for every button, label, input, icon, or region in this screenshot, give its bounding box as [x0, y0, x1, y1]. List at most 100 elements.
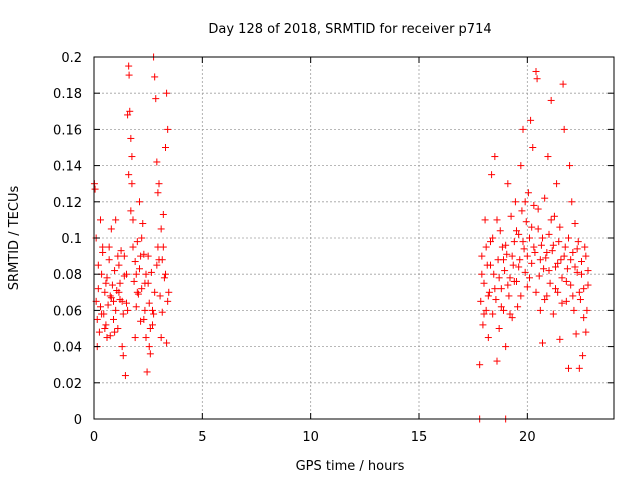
- data-point: [502, 241, 510, 249]
- data-point: [508, 252, 516, 260]
- data-point: [137, 317, 145, 325]
- data-point: [522, 218, 530, 226]
- data-point: [540, 265, 548, 273]
- data-point: [158, 256, 166, 264]
- data-point: [112, 216, 120, 224]
- data-point: [545, 267, 553, 275]
- x-tick-label: 20: [519, 430, 536, 445]
- data-point: [154, 189, 162, 197]
- data-point: [154, 243, 162, 251]
- data-point: [115, 288, 123, 296]
- data-point: [560, 252, 568, 260]
- data-point: [163, 89, 171, 97]
- data-point: [105, 243, 113, 251]
- data-point: [153, 261, 161, 269]
- data-point: [123, 299, 130, 307]
- data-point: [142, 334, 150, 342]
- data-point: [530, 243, 538, 251]
- data-point: [107, 294, 115, 302]
- data-point: [134, 290, 142, 298]
- data-point: [480, 279, 488, 287]
- data-point: [580, 314, 588, 322]
- data-point: [489, 234, 497, 242]
- y-tick-label: 0.08: [53, 268, 82, 283]
- data-point: [556, 223, 564, 231]
- data-point: [149, 321, 156, 329]
- data-point: [558, 299, 566, 307]
- data-point: [561, 243, 569, 251]
- data-point: [150, 310, 158, 318]
- data-point: [519, 238, 527, 246]
- data-point: [537, 241, 545, 249]
- data-point: [495, 274, 503, 282]
- data-point: [575, 288, 583, 296]
- data-point: [106, 332, 114, 340]
- data-point: [164, 297, 172, 305]
- data-point: [526, 274, 533, 282]
- data-point: [490, 270, 498, 278]
- data-point: [129, 216, 137, 224]
- data-point: [497, 285, 505, 293]
- data-point: [116, 279, 124, 287]
- data-point: [125, 71, 133, 79]
- data-point: [491, 153, 499, 161]
- data-point: [495, 325, 503, 332]
- y-tick-label: 0.02: [53, 377, 82, 392]
- data-point: [542, 254, 550, 262]
- y-tick-label: 0.04: [53, 341, 82, 356]
- data-point: [151, 288, 159, 296]
- data-point: [497, 303, 505, 311]
- data-point: [573, 268, 581, 276]
- data-point: [534, 205, 542, 213]
- data-point: [98, 310, 106, 318]
- data-point: [546, 279, 554, 287]
- data-point: [145, 299, 153, 307]
- data-point: [580, 285, 588, 293]
- data-point: [565, 364, 572, 372]
- data-point: [511, 198, 519, 206]
- data-point: [102, 279, 110, 287]
- data-point: [547, 216, 555, 224]
- data-point: [97, 216, 104, 224]
- data-point: [107, 225, 115, 233]
- data-point: [566, 162, 574, 170]
- x-axis-label: GPS time / hours: [296, 459, 405, 474]
- data-point: [114, 252, 122, 260]
- data-point: [112, 306, 120, 314]
- data-point: [530, 201, 538, 209]
- data-point: [124, 111, 132, 119]
- data-point: [569, 248, 577, 256]
- data-point: [121, 372, 129, 380]
- data-point: [553, 180, 561, 188]
- data-point: [128, 180, 136, 188]
- data-point: [534, 225, 542, 233]
- data-point: [102, 321, 110, 329]
- data-point: [93, 315, 101, 323]
- data-point: [583, 306, 591, 314]
- data-point: [539, 234, 546, 242]
- data-point: [138, 234, 146, 242]
- data-point: [123, 270, 130, 278]
- data-point: [143, 368, 151, 376]
- y-tick-label: 0.1: [61, 232, 82, 247]
- data-point: [569, 292, 577, 300]
- data-point: [528, 223, 536, 231]
- data-point: [584, 267, 592, 275]
- data-point: [160, 274, 168, 282]
- y-tick-label: 0.14: [53, 160, 82, 175]
- y-tick-label: 0.16: [53, 123, 82, 138]
- data-point: [158, 308, 166, 316]
- data-point: [125, 171, 133, 179]
- y-tick-label: 0.18: [53, 87, 82, 102]
- data-point: [524, 189, 532, 197]
- data-point: [536, 306, 544, 314]
- data-point: [124, 306, 132, 314]
- data-point: [565, 234, 572, 242]
- data-point: [507, 212, 515, 220]
- data-point: [503, 250, 511, 258]
- data-point: [558, 274, 566, 282]
- data-point: [110, 315, 117, 323]
- data-point: [126, 107, 134, 115]
- data-point: [543, 292, 551, 300]
- data-point: [517, 292, 525, 300]
